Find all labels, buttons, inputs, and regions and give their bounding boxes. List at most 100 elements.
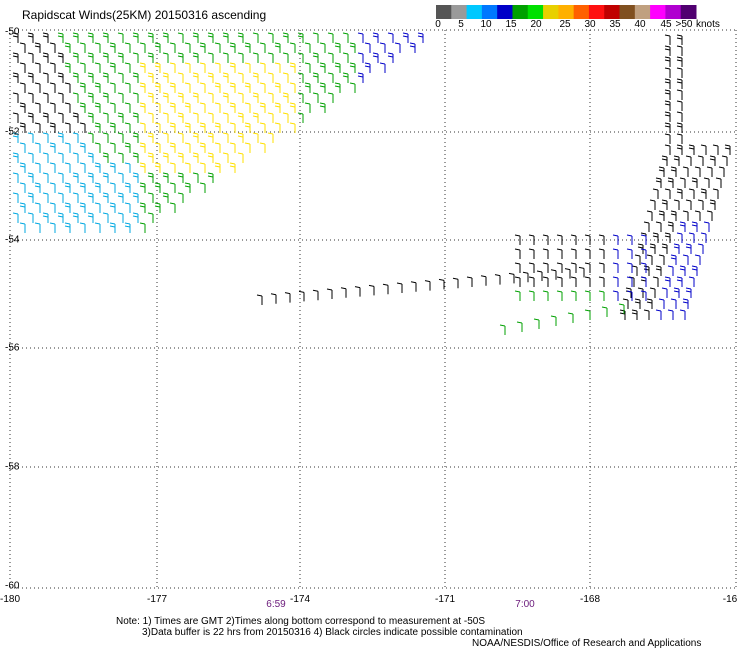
wind-barb (349, 82, 356, 93)
wind-barb (267, 32, 274, 43)
wind-barb (102, 152, 109, 163)
wind-barb (192, 132, 199, 143)
wind-barb (424, 280, 431, 291)
wind-barb (109, 122, 116, 133)
wind-barb (267, 132, 274, 143)
wind-barb (658, 166, 665, 177)
wind-barb (49, 42, 56, 53)
wind-barb (259, 42, 266, 53)
wind-barb (646, 254, 653, 265)
wind-barb (79, 162, 86, 173)
wind-barb (79, 82, 86, 93)
wind-barb (199, 142, 206, 153)
wind-barb (679, 177, 686, 188)
wind-barb (207, 32, 214, 43)
wind-barb (655, 265, 662, 276)
wind-barb (184, 62, 191, 73)
wind-barb (64, 182, 71, 193)
wind-barb (625, 287, 632, 298)
colorbar-label: 30 (584, 19, 596, 30)
wind-barb (550, 269, 557, 280)
wind-barb (19, 182, 26, 193)
wind-barb (542, 262, 549, 273)
wind-barb (192, 172, 199, 183)
wind-barb (42, 92, 49, 103)
wind-barb (612, 234, 619, 245)
colorbar-segment (543, 5, 559, 19)
wind-barb (673, 199, 680, 210)
wind-barb (184, 82, 191, 93)
wind-barb (79, 202, 86, 213)
wind-barb (297, 32, 304, 43)
wind-barb (688, 144, 695, 155)
wind-barb (169, 102, 176, 113)
wind-barb (124, 222, 131, 233)
wind-barb (27, 32, 34, 43)
wind-barb (64, 42, 71, 53)
wind-barb (584, 234, 591, 245)
wind-barb (34, 222, 41, 233)
wind-barb (679, 265, 686, 276)
wind-barb (49, 142, 56, 153)
wind-barb (626, 290, 633, 301)
wind-barb (626, 248, 633, 259)
wind-barb (94, 222, 101, 233)
wind-barb (372, 32, 379, 43)
map-title: Rapidscat Winds(25KM) 20150316 ascending (22, 8, 267, 22)
wind-barb (514, 248, 521, 259)
wind-barb (274, 62, 281, 73)
wind-barb (222, 152, 229, 163)
wind-barb (297, 52, 304, 63)
wind-barb (117, 172, 124, 183)
colorbar-segment (558, 5, 575, 19)
wind-barb (342, 32, 349, 43)
wind-barb (184, 122, 191, 133)
wind-barb (147, 212, 154, 223)
wind-barb (117, 32, 124, 43)
colorbar-segment (451, 5, 468, 19)
wind-barb (319, 102, 326, 113)
wind-barb (715, 177, 722, 188)
wind-barb (19, 82, 26, 93)
wind-barb (721, 155, 728, 166)
wind-barb (673, 155, 680, 166)
wind-barb (289, 82, 296, 93)
wind-barb (12, 32, 19, 43)
wind-barb (87, 212, 94, 223)
wind-barb (147, 152, 154, 163)
wind-barb (685, 199, 692, 210)
wind-barb (284, 292, 291, 303)
wind-barb (643, 221, 650, 232)
time-label-700: 7:00 (515, 599, 535, 610)
wind-barb (72, 172, 79, 183)
wind-barb (237, 52, 244, 63)
wind-barb (139, 62, 146, 73)
wind-barb (274, 102, 281, 113)
wind-barb (368, 284, 375, 296)
wind-barb (139, 102, 146, 113)
wind-barb (612, 262, 619, 273)
wind-barb (57, 92, 64, 103)
colorbar-segment (634, 5, 651, 19)
wind-barb (542, 234, 549, 245)
wind-barb (570, 248, 577, 259)
colorbar-segment (436, 5, 452, 19)
wind-barb (177, 32, 184, 43)
wind-barb (207, 52, 214, 63)
lon-label-16: -16 (722, 594, 738, 605)
wind-barb (402, 32, 409, 43)
wind-barb (34, 202, 41, 213)
wind-barb (154, 142, 161, 153)
wind-barb (207, 172, 214, 183)
colorbar-unit: knots (696, 19, 720, 30)
wind-barb (724, 144, 731, 155)
wind-barb (79, 182, 86, 193)
wind-barb (691, 221, 698, 232)
wind-barb (132, 92, 139, 103)
wind-barb (79, 142, 86, 153)
wind-barb (252, 92, 259, 103)
wind-barb (528, 248, 535, 259)
wind-barb (222, 112, 229, 123)
wind-barb (694, 210, 701, 221)
wind-barb (199, 162, 206, 173)
